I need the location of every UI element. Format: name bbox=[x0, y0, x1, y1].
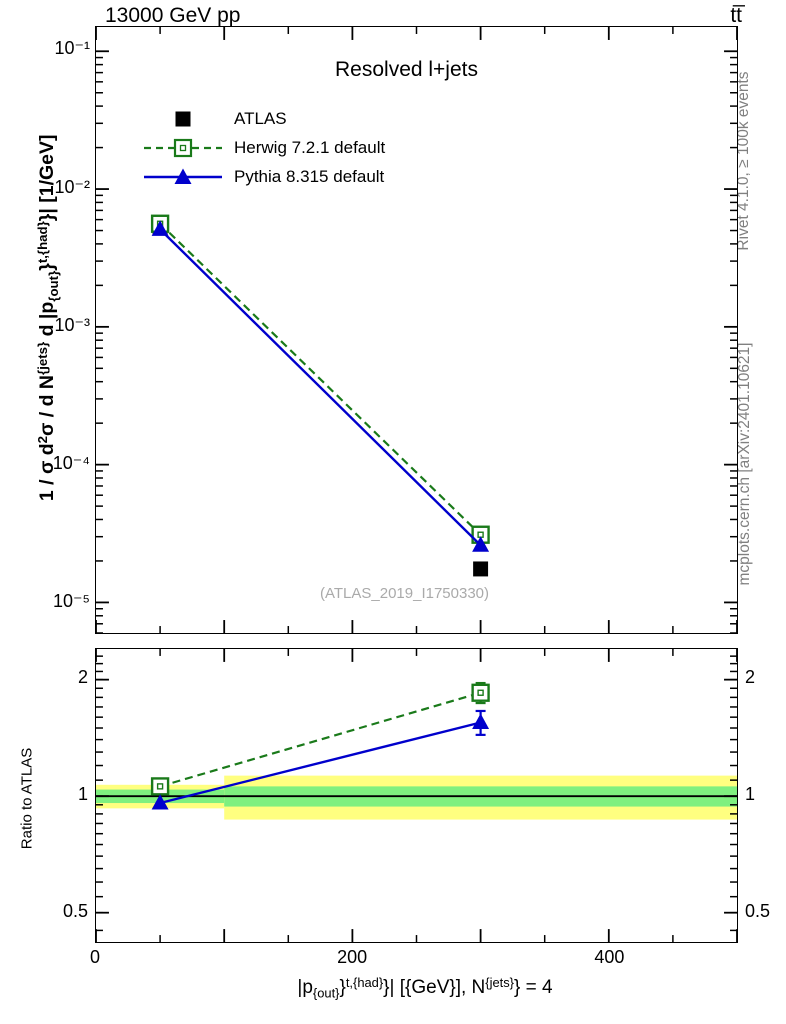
main-plot-canvas bbox=[96, 27, 737, 633]
legend-key-glyph bbox=[144, 168, 222, 184]
ratio-marker-filled-triangle bbox=[472, 713, 490, 729]
ratio-y-tick-label: 1 bbox=[77, 784, 88, 805]
header-beam-label: 13000 GeV pp bbox=[105, 4, 241, 27]
series-line-herwig bbox=[159, 222, 482, 536]
legend-label: Pythia 8.315 default bbox=[234, 166, 385, 186]
data-point-atlas bbox=[473, 561, 489, 577]
marker-filled-triangle bbox=[151, 220, 169, 236]
ratio-marker-center bbox=[477, 689, 484, 696]
mcplots-source-note: mcplots.cern.ch [arXiv:2401.10621] bbox=[736, 342, 753, 586]
legend-label: ATLAS bbox=[234, 108, 287, 128]
legend-key-filled-square bbox=[140, 108, 226, 130]
ratio-plot-panel bbox=[95, 648, 738, 943]
legend: ATLAS Herwig 7.2.1 default Pythia 8.315 de… bbox=[140, 104, 385, 191]
x-tick-label: 0 bbox=[89, 947, 100, 967]
y-tick-label: 10⁻² bbox=[54, 176, 90, 197]
legend-label: Herwig 7.2.1 default bbox=[234, 137, 386, 157]
y-tick-label: 10⁻⁵ bbox=[53, 591, 90, 612]
ratio-y-tick-label-right: 2 bbox=[745, 666, 756, 687]
plot-title: Resolved l+jets bbox=[335, 58, 478, 81]
y-tick-label: 10⁻¹ bbox=[54, 38, 90, 59]
legend-marker-filled-square bbox=[175, 111, 191, 126]
legend-marker-open-square bbox=[173, 138, 193, 157]
legend-key-filled-triangle bbox=[140, 166, 226, 188]
ratio-plot-canvas bbox=[96, 649, 737, 942]
ratio-line-herwig bbox=[159, 691, 481, 788]
legend-entry: Pythia 8.315 default bbox=[140, 162, 385, 191]
analysis-watermark: (ATLAS_2019_I1750330) bbox=[320, 585, 490, 602]
legend-key-glyph bbox=[144, 138, 222, 157]
legend-marker-filled-triangle bbox=[174, 168, 192, 184]
legend-marker-center bbox=[179, 144, 187, 151]
x-axis-label: |p{out}}t,{had}}| [{GeV}], N{jets}} = 4 bbox=[297, 975, 553, 1001]
y-tick-label: 10⁻⁴ bbox=[52, 453, 90, 474]
ratio-marker-center bbox=[156, 783, 164, 790]
header-process-label: tt̅ bbox=[730, 4, 742, 27]
ratio-y-tick-label: 0.5 bbox=[62, 901, 88, 922]
marker-filled-triangle bbox=[472, 536, 490, 552]
legend-key-glyph bbox=[175, 111, 191, 126]
main-plot-panel bbox=[95, 26, 738, 634]
y-tick-label: 10⁻³ bbox=[54, 314, 90, 335]
data-point-pythia bbox=[151, 220, 169, 236]
ratio-y-tick-label: 2 bbox=[77, 666, 88, 687]
legend-entry: ATLAS bbox=[140, 104, 385, 133]
ratio-marker-filled-triangle bbox=[151, 794, 169, 810]
legend-entry: Herwig 7.2.1 default bbox=[140, 133, 385, 162]
x-tick-label: 400 bbox=[594, 947, 625, 967]
marker-filled-square bbox=[473, 561, 489, 577]
x-tick-label: 200 bbox=[337, 947, 368, 967]
legend-key-open-square bbox=[140, 137, 226, 159]
ratio-line-pythia bbox=[159, 721, 481, 805]
ratio-y-tick-label-right: 1 bbox=[745, 784, 756, 805]
data-point-pythia bbox=[472, 536, 490, 552]
ratio-marker-open-square bbox=[150, 777, 170, 796]
series-line-pythia bbox=[159, 228, 482, 547]
ratio-y-tick-label-right: 0.5 bbox=[745, 901, 771, 922]
ratio-marker-open-square bbox=[471, 683, 490, 702]
